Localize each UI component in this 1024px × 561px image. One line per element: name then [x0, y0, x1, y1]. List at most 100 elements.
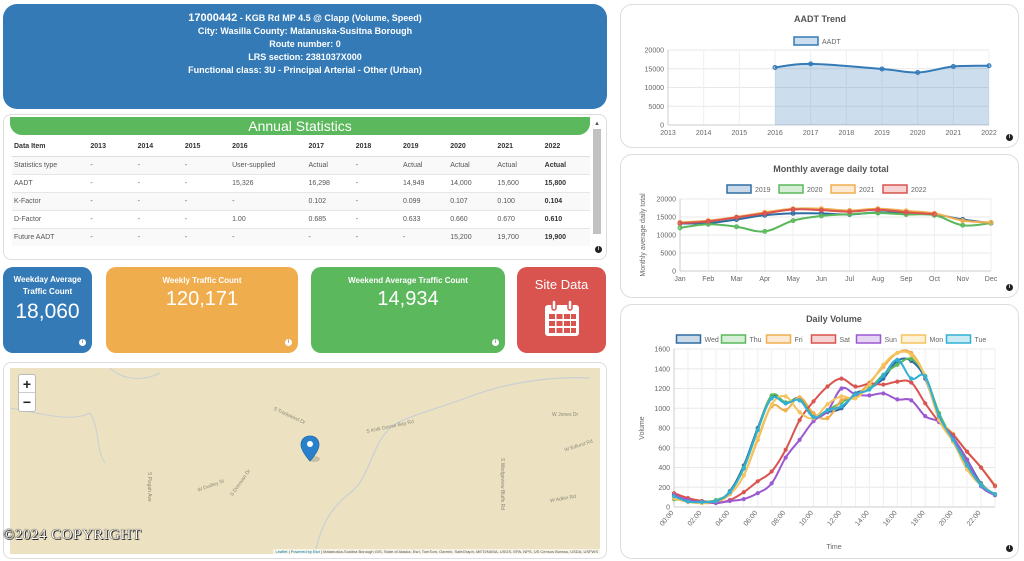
- copyright-watermark: ©2024 COPYRIGHT: [3, 527, 142, 543]
- data-point: [923, 374, 928, 379]
- weekend-average-label: Weekend Average Traffic Count: [348, 276, 468, 285]
- zoom-out-button[interactable]: −: [22, 394, 32, 410]
- y-axis-title: Volume: [639, 416, 646, 439]
- x-tick-label: Jan: [674, 276, 685, 283]
- y-tick-label: 1600: [654, 347, 670, 354]
- info-icon[interactable]: i: [1006, 284, 1013, 291]
- info-icon[interactable]: i: [595, 246, 602, 253]
- data-point: [839, 394, 844, 399]
- data-point: [811, 399, 816, 404]
- x-tick-label: Aug: [872, 276, 885, 283]
- table-cell: 0.107: [448, 191, 496, 210]
- column-header: 2022: [542, 138, 590, 157]
- data-point: [769, 396, 774, 401]
- data-point: [825, 408, 830, 413]
- legend-swatch: [945, 334, 972, 344]
- chart-title: AADT Trend: [794, 14, 846, 24]
- data-point: [978, 465, 984, 470]
- weekend-average-value: 14,934: [377, 288, 439, 310]
- legend-item: 2022: [882, 184, 927, 194]
- table-cell: -: [88, 191, 136, 210]
- data-point: [818, 207, 824, 213]
- x-tick-label: 2017: [803, 130, 819, 137]
- map-streams: [10, 368, 591, 554]
- table-cell: -: [182, 173, 231, 192]
- legend-item: Tue: [945, 334, 986, 344]
- data-point: [783, 455, 788, 460]
- data-point: [769, 402, 774, 407]
- map-canvas[interactable]: S Tradewind Dr S Knik Goose Bay Rd W Jon…: [10, 368, 600, 554]
- data-point: [671, 494, 677, 499]
- road-label: W Jones Dr: [552, 412, 579, 418]
- calendar-icon: [544, 299, 579, 336]
- x-tick-label: 14:00: [854, 510, 871, 528]
- data-point: [755, 491, 760, 496]
- map-marker-icon[interactable]: [300, 435, 320, 463]
- table-cell: -: [88, 209, 136, 228]
- data-point: [853, 384, 858, 389]
- data-point: [797, 398, 802, 403]
- table-cell: -: [230, 227, 307, 246]
- x-tick-label: Feb: [702, 276, 714, 283]
- info-icon[interactable]: i: [1006, 134, 1013, 141]
- site-data-button[interactable]: Site Data: [517, 267, 606, 353]
- route-number-line: Route number: 0: [269, 39, 341, 49]
- table-row: Statistics type - - - User-supplied Actual - Ac…: [12, 155, 590, 174]
- column-header: 2019: [400, 138, 449, 157]
- table-row: D-Factor - - -1.00 0.685-0.633 0.660 0.670 0.61…: [12, 209, 590, 228]
- data-point: [734, 214, 740, 220]
- table-cell: 0.099: [400, 191, 449, 210]
- data-point: [790, 218, 796, 224]
- table-row: K-Factor - - - -0.102-0.099 0.107 0.100 0.104: [12, 191, 590, 210]
- leaflet-link[interactable]: Leaflet: [275, 549, 288, 554]
- x-tick-label: Apr: [759, 276, 771, 283]
- series-line-aadt: [774, 62, 990, 74]
- series-area-aadt: [775, 63, 989, 125]
- scroll-up-arrow-icon[interactable]: ▲: [594, 121, 600, 127]
- data-point: [734, 224, 740, 230]
- y-tick-label: 0: [672, 269, 676, 276]
- legend-swatch: [778, 184, 804, 194]
- data-point: [931, 211, 937, 217]
- info-icon[interactable]: i: [79, 339, 86, 346]
- info-icon[interactable]: i: [1006, 545, 1013, 552]
- x-tick-label: 2015: [732, 130, 748, 137]
- x-tick-label: 08:00: [771, 510, 788, 528]
- aadt-trend-chart: AADT Trend AADT 0 5000 10000 15000 20000 2013 20…: [645, 14, 997, 137]
- y-tick-label: 20000: [657, 197, 677, 204]
- weekday-average-label-1: Weekday Average: [13, 275, 82, 284]
- table-scrollbar[interactable]: ▲: [592, 119, 602, 249]
- data-point: [988, 219, 994, 225]
- data-point: [923, 401, 928, 406]
- scrollbar-thumb[interactable]: [593, 129, 601, 234]
- legend-item: AADT: [793, 36, 841, 46]
- data-point: [909, 376, 914, 381]
- zoom-in-button[interactable]: +: [19, 375, 35, 393]
- table-cell: -: [182, 209, 231, 228]
- data-point: [741, 473, 746, 478]
- y-tick-label: 10000: [657, 233, 677, 240]
- y-tick-label: 1000: [654, 406, 670, 413]
- x-tick-label: 22:00: [966, 510, 983, 528]
- x-tick-label: 2014: [696, 130, 712, 137]
- data-point: [875, 207, 881, 213]
- table-cell: -: [353, 191, 401, 210]
- info-icon[interactable]: i: [492, 339, 499, 346]
- row-label: Statistics type: [12, 155, 89, 174]
- data-point: [762, 210, 768, 216]
- data-point: [769, 481, 774, 486]
- legend-item: Mon: [900, 334, 943, 344]
- data-point: [783, 408, 788, 413]
- table-cell: -: [88, 227, 136, 246]
- row-label: Future AADT: [12, 227, 89, 246]
- legend-label: Sun: [885, 337, 898, 344]
- legend-item: Sun: [855, 334, 898, 344]
- table-cell: 0.685: [306, 209, 354, 228]
- data-point: [783, 394, 788, 399]
- legend-item: 2020: [778, 184, 823, 194]
- info-icon[interactable]: i: [285, 339, 292, 346]
- esri-link[interactable]: Powered by Esri: [290, 549, 320, 554]
- legend-swatch: [810, 334, 837, 344]
- data-point: [769, 469, 774, 474]
- table-cell: Actual: [542, 155, 590, 174]
